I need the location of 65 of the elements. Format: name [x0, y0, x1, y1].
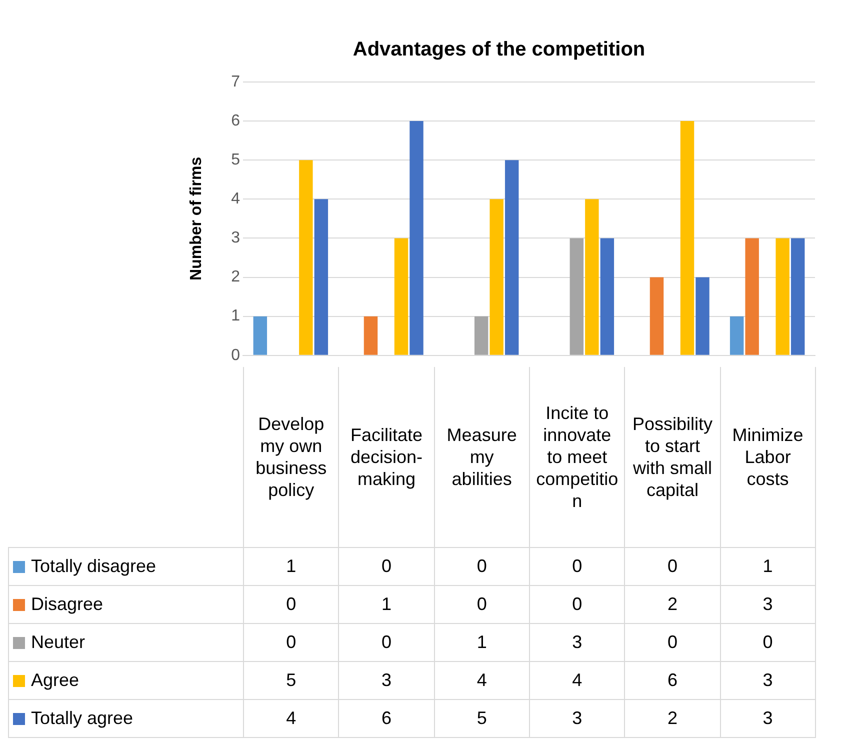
data-label: 6 [338, 699, 434, 737]
data-label: 4 [434, 661, 530, 699]
data-label: 3 [720, 699, 816, 737]
data-label: 2 [624, 585, 720, 623]
y-tick-label: 2 [231, 268, 240, 286]
data-label: 0 [434, 585, 530, 623]
bar [696, 277, 710, 355]
bar [650, 277, 664, 355]
data-label: 2 [624, 699, 720, 737]
legend-label: Totally agree [31, 708, 134, 728]
x-tick-label: Incite to innovate to meet competition [529, 367, 625, 547]
bar [253, 316, 268, 355]
x-tick-label: Develop my own business policy [244, 367, 339, 547]
x-tick-label: Measure my abilities [434, 367, 530, 547]
data-label: 3 [720, 585, 816, 623]
bar [504, 160, 519, 355]
y-tick-label: 0 [231, 346, 240, 364]
y-tick-label: 4 [231, 190, 240, 208]
legend-label: Disagree [31, 594, 104, 614]
y-tick-label: 5 [231, 152, 240, 169]
legend-label: Agree [31, 670, 80, 690]
data-label: 0 [529, 547, 625, 585]
chart-title: Advantages of the competition [352, 38, 646, 61]
data-label: 0 [338, 547, 434, 585]
y-tick-label: 3 [231, 230, 240, 247]
data-label: 0 [529, 585, 625, 623]
data-label: 1 [720, 547, 816, 585]
bar [730, 316, 744, 355]
data-label: 1 [338, 585, 434, 623]
legend-label: Totally disagree [31, 556, 156, 576]
data-label: 3 [338, 661, 434, 699]
data-label: 0 [434, 547, 530, 585]
bar [394, 238, 408, 355]
data-label: 0 [720, 623, 816, 661]
data-label: 3 [720, 661, 816, 699]
bar [364, 316, 378, 355]
bar [790, 238, 805, 355]
data-label: 0 [624, 547, 720, 585]
bar [474, 316, 488, 355]
bar [600, 238, 614, 355]
data-label: 1 [434, 623, 530, 661]
bar [680, 121, 694, 355]
data-label: 0 [624, 623, 720, 661]
legend-label: Neuter [31, 632, 86, 652]
data-label: 3 [529, 623, 625, 661]
bar [776, 238, 790, 355]
y-tick-label: 1 [231, 308, 240, 325]
data-label: 4 [529, 661, 625, 699]
bar [570, 238, 584, 355]
data-label: 6 [624, 661, 720, 699]
y-tick-label: 7 [231, 73, 240, 90]
x-tick-label: Facilitate decision-making [338, 367, 434, 547]
data-label: 3 [529, 699, 625, 737]
y-axis-title: Number of firms [188, 156, 206, 280]
bar [585, 199, 599, 355]
bar [745, 238, 759, 355]
data-label: 5 [434, 699, 530, 737]
data-label: 0 [338, 623, 434, 661]
x-tick-label: Possibility to start with small capital [624, 367, 720, 547]
bar [299, 160, 313, 355]
x-tick-label: Minimize Labor costs [720, 367, 816, 547]
y-tick-label: 6 [231, 112, 240, 130]
bar [410, 121, 424, 355]
bar [490, 199, 504, 355]
bar [314, 199, 328, 355]
